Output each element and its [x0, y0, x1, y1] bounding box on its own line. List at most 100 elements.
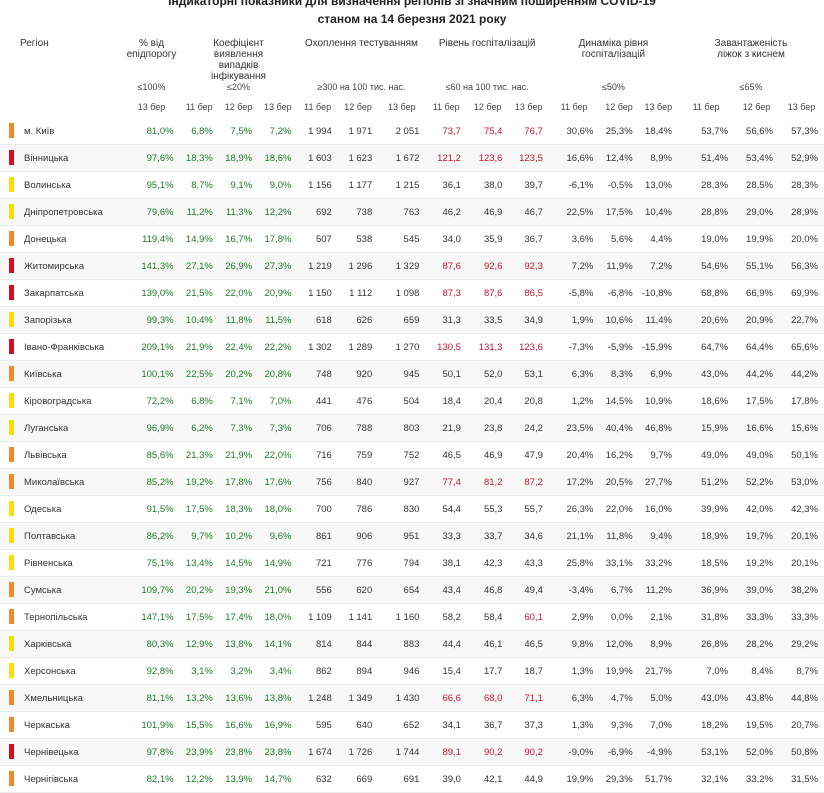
oxygen-value: 64,7%: [677, 333, 735, 361]
epi-value: 96,9%: [123, 414, 180, 442]
epi-value: 95,1%: [123, 171, 180, 199]
threshold-dynamics: ≤50%: [601, 82, 625, 92]
region-cell: Чернівецька: [0, 738, 124, 766]
zone-marker: [9, 231, 14, 246]
report-title: Індикаторні показники для визначення рег…: [168, 0, 656, 8]
oxygen-value: 26,8%: [677, 630, 735, 658]
oxygen-value: 15,9%: [677, 414, 735, 442]
detection-value: 13,8%: [218, 630, 259, 658]
testing-value: 756: [297, 468, 338, 496]
region-name: Житомирська: [24, 260, 85, 272]
region-cell: Львівська: [0, 441, 124, 469]
zone-marker: [9, 258, 14, 273]
zone-marker: [9, 123, 14, 138]
epi-value: 85,2%: [123, 468, 180, 496]
hospitalization-value: 81,2: [466, 468, 509, 496]
table-row: Луганська 96,9% 6,2% 7,3% 7,3% 706 788 803 21,9 2…: [0, 414, 824, 442]
dynamics-value: 22,5%: [548, 198, 600, 226]
dynamics-value: -6,1%: [548, 171, 600, 199]
dynamics-value: 17,5%: [599, 198, 639, 226]
region-name: Миколаївська: [24, 476, 85, 488]
epi-value: 81,0%: [123, 118, 180, 145]
detection-value: 13,4%: [179, 549, 219, 577]
dynamics-value: 22,0%: [599, 495, 639, 523]
detection-value: 13,8%: [258, 684, 298, 712]
region-name: Дніпропетровська: [24, 206, 103, 218]
zone-marker: [9, 393, 14, 408]
region-name: Сумська: [24, 584, 62, 596]
oxygen-value: 20,0%: [778, 225, 824, 253]
dynamics-value: 9,7%: [638, 441, 678, 469]
region-name: Чернігівська: [24, 773, 79, 785]
detection-value: 23,8%: [218, 738, 259, 766]
hospitalization-value: 123,6: [508, 333, 549, 361]
dynamics-value: 20,4%: [548, 441, 600, 469]
hospitalization-value: 24,2: [508, 414, 549, 442]
testing-value: 1 112: [337, 279, 379, 307]
threshold-epi: ≤100%: [137, 82, 166, 92]
detection-value: 21,9%: [218, 441, 259, 469]
dynamics-value: 8,3%: [599, 360, 639, 388]
region-cell: Запорізька: [0, 306, 124, 334]
table-body: м. Київ 81,0% 6,8% 7,5% 7,2% 1 994 1 971 2 051 7…: [0, 118, 824, 793]
header-hospitalization: Рівень госпіталізацій: [438, 38, 536, 49]
hospitalization-value: 92,6: [466, 252, 509, 280]
region-name: Одеська: [24, 503, 62, 515]
testing-value: 759: [337, 441, 379, 469]
epi-value: 99,3%: [123, 306, 180, 334]
detection-value: 27,1%: [179, 252, 219, 280]
zone-marker: [9, 663, 14, 678]
hospitalization-value: 18,7: [508, 657, 549, 685]
oxygen-value: 43,0%: [677, 684, 735, 712]
detection-value: 10,4%: [179, 306, 219, 334]
epi-value: 80,3%: [123, 630, 180, 658]
oxygen-value: 43,8%: [734, 684, 779, 712]
region-name: Черкаська: [24, 719, 70, 731]
hospitalization-value: 54,4: [425, 495, 467, 523]
oxygen-value: 53,7%: [677, 118, 735, 145]
detection-value: 18,3%: [179, 144, 219, 172]
hospitalization-value: 87,3: [425, 279, 467, 307]
dynamics-value: 2,9%: [548, 603, 600, 631]
oxygen-value: 56,3%: [778, 252, 824, 280]
table-row: Чернігівська 82,1% 12,2% 13,9% 14,7% 632 669 69…: [0, 765, 824, 793]
detection-value: 7,1%: [218, 387, 259, 415]
hospitalization-value: 46,9: [466, 441, 509, 469]
oxygen-value: 68,8%: [677, 279, 735, 307]
table-row: Запорізька 99,3% 10,4% 11,8% 11,5% 618 626 659 3…: [0, 306, 824, 334]
hospitalization-value: 87,6: [466, 279, 509, 307]
date-header: 11 бер: [185, 102, 213, 112]
dynamics-value: -3,4%: [548, 576, 600, 604]
epi-value: 82,1%: [123, 765, 180, 793]
region-cell: Чернігівська: [0, 765, 124, 793]
testing-value: 1 971: [337, 118, 379, 145]
hospitalization-value: 38,1: [425, 549, 467, 577]
epi-value: 109,7%: [123, 576, 180, 604]
dynamics-value: 40,4%: [599, 414, 639, 442]
date-header: 13 бер: [787, 102, 816, 112]
testing-value: 640: [337, 711, 379, 739]
hospitalization-value: 92,3: [508, 252, 549, 280]
hospitalization-value: 36,7: [466, 711, 509, 739]
hospitalization-value: 49,4: [508, 576, 549, 604]
region-cell: Кіровоградська: [0, 387, 124, 415]
region-name: Запорізька: [24, 314, 72, 326]
region-name: Рівненська: [24, 557, 73, 569]
detection-value: 18,0%: [258, 495, 298, 523]
dynamics-value: 3,6%: [548, 225, 600, 253]
detection-value: 27,3%: [258, 252, 298, 280]
date-header: 13 бер: [137, 102, 166, 112]
oxygen-value: 20,1%: [778, 522, 824, 550]
testing-value: 1 430: [378, 684, 426, 712]
detection-value: 7,3%: [258, 414, 298, 442]
detection-value: 3,2%: [218, 657, 259, 685]
detection-value: 14,9%: [258, 549, 298, 577]
testing-value: 803: [378, 414, 426, 442]
date-header: 12 бер: [473, 102, 502, 112]
detection-value: 14,7%: [258, 765, 298, 793]
testing-value: 1 603: [297, 144, 338, 172]
oxygen-value: 49,0%: [677, 441, 735, 469]
region-cell: Волинська: [0, 171, 124, 199]
dynamics-value: 1,3%: [548, 657, 600, 685]
region-cell: Черкаська: [0, 711, 124, 739]
